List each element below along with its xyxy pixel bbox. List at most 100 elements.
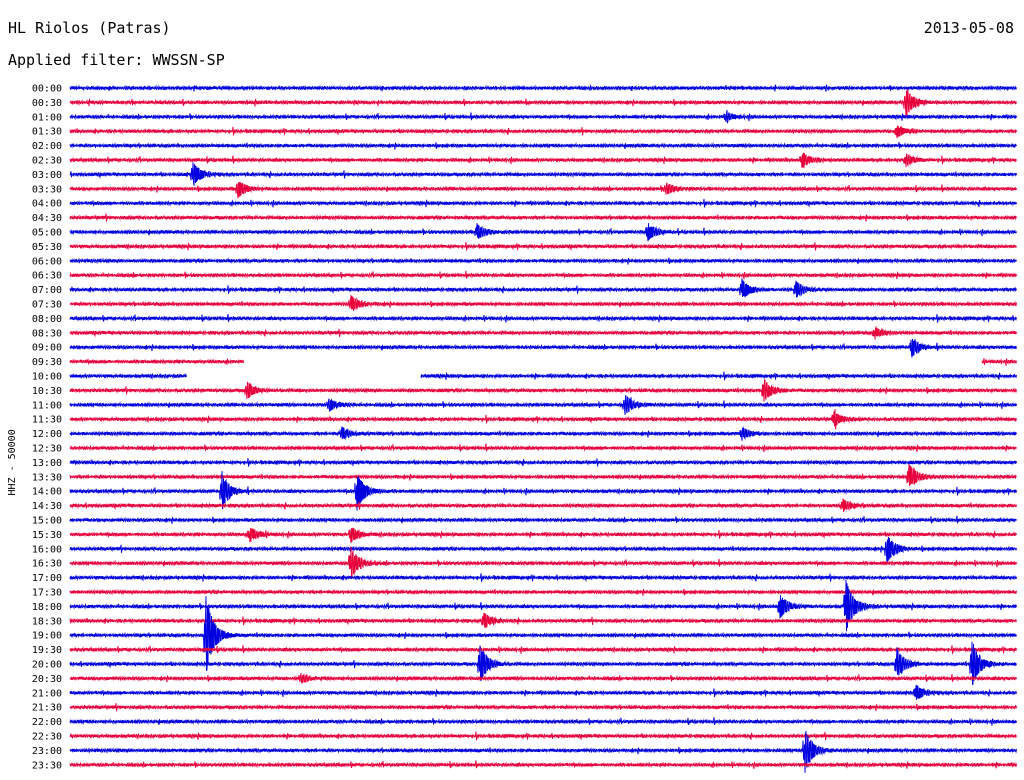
trace-row bbox=[69, 596, 1017, 672]
trace-row bbox=[69, 371, 1017, 381]
row-time-label: 17:00 bbox=[32, 573, 62, 584]
trace-row bbox=[69, 443, 1017, 453]
row-time-label: 15:00 bbox=[32, 516, 62, 527]
trace-row bbox=[69, 536, 1017, 564]
row-time-label: 06:30 bbox=[32, 271, 62, 282]
row-time-label: 00:00 bbox=[32, 84, 62, 95]
station-title: HL Riolos (Patras) bbox=[8, 19, 171, 37]
row-time-label: 00:30 bbox=[32, 98, 62, 109]
trace-row bbox=[69, 645, 1017, 655]
row-time-label: 11:30 bbox=[32, 415, 62, 426]
row-time-label: 03:30 bbox=[32, 184, 62, 195]
trace-row bbox=[69, 703, 1017, 712]
trace-row bbox=[69, 242, 1017, 252]
row-time-label: 03:00 bbox=[32, 170, 62, 181]
trace-row bbox=[69, 338, 1017, 358]
trace-row bbox=[69, 223, 1017, 242]
trace-row bbox=[69, 357, 1017, 366]
plot-date: 2013-05-08 bbox=[923, 19, 1014, 37]
row-time-label: 22:30 bbox=[32, 732, 62, 743]
row-time-label: 13:00 bbox=[32, 458, 62, 469]
trace-row bbox=[69, 270, 1017, 280]
trace-row bbox=[69, 89, 1017, 118]
row-time-label: 02:30 bbox=[32, 156, 62, 167]
row-time-label: 09:00 bbox=[32, 343, 62, 354]
row-time-label: 04:00 bbox=[32, 199, 62, 210]
row-time-label: 12:30 bbox=[32, 444, 62, 455]
trace-row bbox=[69, 395, 1017, 415]
y-axis-label: HHZ - 50000 bbox=[7, 429, 18, 495]
trace-row bbox=[69, 731, 1017, 741]
trace-row bbox=[69, 546, 1017, 580]
trace-row bbox=[69, 152, 1017, 168]
row-time-label: 07:30 bbox=[32, 300, 62, 311]
trace-row bbox=[69, 182, 1017, 199]
trace-row bbox=[69, 685, 1017, 700]
row-time-label: 09:30 bbox=[32, 357, 62, 368]
trace-row bbox=[69, 515, 1017, 524]
row-time-label: 08:30 bbox=[32, 328, 62, 339]
trace-row bbox=[69, 213, 1017, 222]
trace-row bbox=[69, 198, 1017, 208]
row-time-label: 07:00 bbox=[32, 285, 62, 296]
applied-filter: Applied filter: WWSSN-SP bbox=[8, 51, 225, 69]
row-time-label: 01:00 bbox=[32, 112, 62, 123]
trace-row bbox=[69, 527, 1017, 544]
row-time-label: 04:30 bbox=[32, 213, 62, 224]
row-time-label: 14:30 bbox=[32, 501, 62, 512]
trace-row bbox=[69, 579, 1017, 632]
row-time-label: 16:00 bbox=[32, 544, 62, 555]
trace-row bbox=[69, 760, 1017, 769]
row-time-label: 14:00 bbox=[32, 487, 62, 498]
trace-row bbox=[69, 295, 1017, 311]
trace-row bbox=[69, 84, 1017, 92]
trace-rows bbox=[69, 84, 1017, 773]
trace-row bbox=[69, 717, 1017, 726]
trace-row bbox=[69, 257, 1017, 265]
trace-row bbox=[69, 110, 1017, 124]
trace-row bbox=[69, 141, 1017, 150]
trace-row bbox=[69, 731, 1017, 773]
row-time-label: 10:00 bbox=[32, 372, 62, 383]
row-time-label: 13:30 bbox=[32, 472, 62, 483]
trace-row bbox=[69, 458, 1017, 468]
trace-row bbox=[69, 498, 1017, 512]
trace-row bbox=[69, 464, 1017, 487]
trace-row bbox=[69, 409, 1017, 430]
trace-row bbox=[69, 573, 1017, 583]
row-time-label: 19:30 bbox=[32, 645, 62, 656]
row-time-label: 23:00 bbox=[32, 746, 62, 757]
row-time-label: 10:30 bbox=[32, 386, 62, 397]
row-time-label: 05:00 bbox=[32, 228, 62, 239]
row-time-label: 06:00 bbox=[32, 256, 62, 267]
row-time-label: 23:30 bbox=[32, 760, 62, 771]
row-time-label: 01:30 bbox=[32, 127, 62, 138]
row-time-label: 22:00 bbox=[32, 717, 62, 728]
trace-row bbox=[69, 314, 1017, 324]
row-time-label: 02:00 bbox=[32, 141, 62, 152]
trace-row bbox=[69, 471, 1017, 511]
trace-row bbox=[69, 125, 1017, 139]
row-time-label: 21:30 bbox=[32, 703, 62, 714]
row-time-label: 18:00 bbox=[32, 602, 62, 613]
row-time-label: 15:30 bbox=[32, 530, 62, 541]
row-tick-labels: 00:00 00:30 01:00 01:30 02:00 02:30 03:00 03:30… bbox=[32, 84, 62, 772]
row-time-label: 17:30 bbox=[32, 588, 62, 599]
trace-row bbox=[69, 612, 1017, 628]
row-time-label: 18:30 bbox=[32, 616, 62, 627]
row-time-label: 11:00 bbox=[32, 400, 62, 411]
row-time-label: 16:30 bbox=[32, 559, 62, 570]
trace-row bbox=[69, 588, 1017, 596]
trace-row bbox=[69, 641, 1017, 685]
trace-row bbox=[69, 673, 1017, 684]
row-time-label: 21:00 bbox=[32, 688, 62, 699]
row-time-label: 05:30 bbox=[32, 242, 62, 253]
row-time-label: 20:30 bbox=[32, 674, 62, 685]
row-time-label: 08:00 bbox=[32, 314, 62, 325]
trace-row bbox=[69, 325, 1017, 340]
trace-row bbox=[69, 426, 1017, 441]
trace-row bbox=[69, 379, 1017, 402]
row-time-label: 20:00 bbox=[32, 660, 62, 671]
